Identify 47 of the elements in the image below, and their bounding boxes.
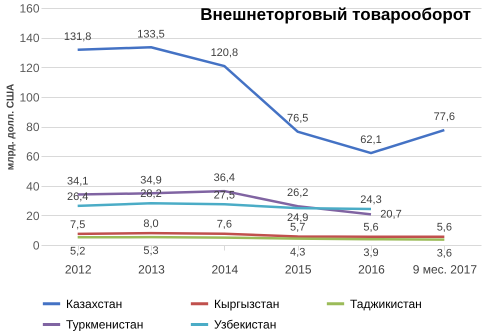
data-label: 5,6 xyxy=(436,222,452,234)
data-label: 26,4 xyxy=(66,190,88,203)
chart-title: Внешнеторговый товарооборот xyxy=(200,5,471,24)
legend-label: Таджикистан xyxy=(350,296,422,311)
data-label: 27,5 xyxy=(214,189,236,202)
y-axis-title: млрд. долл. США xyxy=(5,84,16,170)
data-label: 133,5 xyxy=(137,28,165,40)
legend-label: Узбекистан xyxy=(214,318,276,332)
data-label: 5,7 xyxy=(290,222,306,234)
data-label: 76,5 xyxy=(286,112,308,125)
x-tick-label: 2016 xyxy=(358,262,386,276)
y-tick-label: 0 xyxy=(32,238,40,252)
y-tick-label: 40 xyxy=(26,179,40,194)
data-label: 20,7 xyxy=(380,208,402,220)
data-label: 34,1 xyxy=(66,175,88,188)
data-label: 62,1 xyxy=(360,134,382,146)
data-label: 36,4 xyxy=(214,172,236,184)
data-label: 24,3 xyxy=(360,194,382,206)
data-label: 3,6 xyxy=(436,248,452,260)
x-tick-label: 2014 xyxy=(211,262,239,276)
x-tick-label: 2013 xyxy=(138,262,166,276)
legend-label: Туркменистан xyxy=(66,318,144,332)
data-label: 34,9 xyxy=(140,174,162,186)
data-label: 7,5 xyxy=(70,218,86,231)
data-label: 77,6 xyxy=(434,111,456,124)
data-label: 5,3 xyxy=(143,245,159,258)
legend-label: Кыргызстан xyxy=(214,296,280,311)
data-label: 120,8 xyxy=(210,47,238,60)
data-label: 7,6 xyxy=(216,218,232,231)
x-tick-label: 2015 xyxy=(284,262,312,276)
data-label: 3,9 xyxy=(363,247,379,260)
y-tick-label: 160 xyxy=(19,2,40,16)
data-label: 26,2 xyxy=(286,187,308,200)
y-tick-label: 100 xyxy=(19,90,40,104)
y-tick-label: 20 xyxy=(26,208,40,223)
data-label: 4,3 xyxy=(290,246,306,259)
legend-label: Казахстан xyxy=(66,296,122,311)
data-label: 5,6 xyxy=(363,222,379,234)
data-label: 5,2 xyxy=(70,245,86,258)
x-tick-label: 9 мес. 2017 xyxy=(412,262,478,276)
data-label: 131,8 xyxy=(64,30,92,43)
x-tick-label: 2012 xyxy=(64,262,92,276)
y-tick-label: 140 xyxy=(19,31,40,46)
data-label: 8,0 xyxy=(143,218,159,230)
y-tick-label: 120 xyxy=(19,60,40,75)
y-tick-label: 60 xyxy=(26,150,40,164)
y-tick-label: 80 xyxy=(26,120,40,134)
